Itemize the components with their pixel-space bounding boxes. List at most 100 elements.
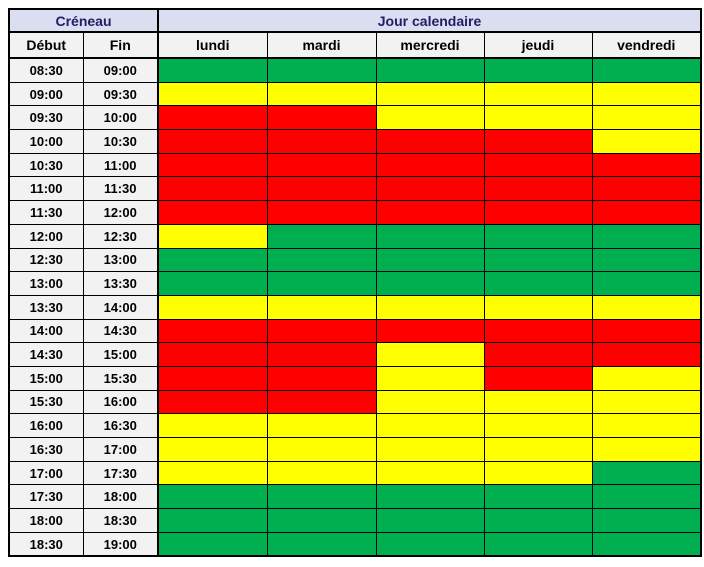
slot-cell-jeudi[interactable]: [483, 318, 593, 344]
slot-cell-jeudi[interactable]: [483, 223, 593, 249]
slot-cell-vendredi[interactable]: [591, 247, 702, 273]
slot-cell-vendredi[interactable]: [591, 484, 702, 510]
slot-cell-vendredi[interactable]: [591, 413, 702, 438]
slot-cell-lundi[interactable]: [157, 484, 268, 510]
slot-cell-vendredi[interactable]: [591, 129, 702, 154]
slot-cell-lundi[interactable]: [157, 365, 268, 391]
slot-cell-mercredi[interactable]: [375, 365, 485, 391]
slot-cell-mercredi[interactable]: [375, 81, 485, 107]
slot-cell-vendredi[interactable]: [591, 294, 702, 320]
slot-cell-vendredi[interactable]: [591, 200, 702, 225]
slot-cell-jeudi[interactable]: [483, 365, 593, 391]
slot-cell-mardi[interactable]: [266, 342, 377, 367]
slot-cell-lundi[interactable]: [157, 105, 268, 131]
slot-cell-mercredi[interactable]: [375, 437, 485, 462]
slot-cell-lundi[interactable]: [157, 318, 268, 344]
slot-cell-mercredi[interactable]: [375, 152, 485, 178]
slot-cell-lundi[interactable]: [157, 389, 268, 415]
slot-cell-lundi[interactable]: [157, 81, 268, 107]
slot-cell-vendredi[interactable]: [591, 176, 702, 202]
slot-cell-mardi[interactable]: [266, 294, 377, 320]
slot-cell-mercredi[interactable]: [375, 200, 485, 225]
slot-cell-mercredi[interactable]: [375, 247, 485, 273]
slot-cell-jeudi[interactable]: [483, 342, 593, 367]
slot-cell-vendredi[interactable]: [591, 437, 702, 462]
slot-cell-vendredi[interactable]: [591, 57, 702, 83]
slot-cell-jeudi[interactable]: [483, 508, 593, 533]
slot-cell-mardi[interactable]: [266, 484, 377, 510]
slot-cell-vendredi[interactable]: [591, 318, 702, 344]
slot-cell-jeudi[interactable]: [483, 105, 593, 131]
slot-cell-lundi[interactable]: [157, 437, 268, 462]
slot-cell-vendredi[interactable]: [591, 342, 702, 367]
slot-cell-mardi[interactable]: [266, 460, 377, 486]
slot-cell-mercredi[interactable]: [375, 57, 485, 83]
slot-cell-mercredi[interactable]: [375, 129, 485, 154]
slot-cell-vendredi[interactable]: [591, 531, 702, 557]
slot-cell-mercredi[interactable]: [375, 176, 485, 202]
slot-cell-jeudi[interactable]: [483, 129, 593, 154]
slot-cell-mardi[interactable]: [266, 413, 377, 438]
slot-cell-mardi[interactable]: [266, 247, 377, 273]
slot-cell-jeudi[interactable]: [483, 176, 593, 202]
slot-cell-lundi[interactable]: [157, 247, 268, 273]
slot-cell-mardi[interactable]: [266, 389, 377, 415]
slot-cell-mercredi[interactable]: [375, 223, 485, 249]
slot-cell-jeudi[interactable]: [483, 81, 593, 107]
slot-cell-lundi[interactable]: [157, 200, 268, 225]
slot-cell-vendredi[interactable]: [591, 460, 702, 486]
slot-cell-mercredi[interactable]: [375, 105, 485, 131]
slot-cell-mardi[interactable]: [266, 318, 377, 344]
slot-cell-lundi[interactable]: [157, 531, 268, 557]
slot-cell-lundi[interactable]: [157, 223, 268, 249]
slot-cell-lundi[interactable]: [157, 413, 268, 438]
slot-cell-mardi[interactable]: [266, 57, 377, 83]
slot-cell-mardi[interactable]: [266, 271, 377, 296]
slot-cell-vendredi[interactable]: [591, 508, 702, 533]
slot-cell-mercredi[interactable]: [375, 389, 485, 415]
slot-cell-mardi[interactable]: [266, 508, 377, 533]
slot-cell-vendredi[interactable]: [591, 81, 702, 107]
slot-cell-lundi[interactable]: [157, 152, 268, 178]
slot-cell-vendredi[interactable]: [591, 105, 702, 131]
slot-cell-mardi[interactable]: [266, 129, 377, 154]
slot-cell-mardi[interactable]: [266, 81, 377, 107]
slot-cell-jeudi[interactable]: [483, 389, 593, 415]
slot-cell-mardi[interactable]: [266, 152, 377, 178]
slot-cell-jeudi[interactable]: [483, 271, 593, 296]
slot-cell-vendredi[interactable]: [591, 365, 702, 391]
slot-cell-jeudi[interactable]: [483, 57, 593, 83]
slot-cell-vendredi[interactable]: [591, 152, 702, 178]
slot-cell-mercredi[interactable]: [375, 460, 485, 486]
slot-cell-lundi[interactable]: [157, 271, 268, 296]
slot-cell-mardi[interactable]: [266, 176, 377, 202]
slot-cell-vendredi[interactable]: [591, 389, 702, 415]
slot-cell-mercredi[interactable]: [375, 342, 485, 367]
slot-cell-jeudi[interactable]: [483, 247, 593, 273]
slot-cell-jeudi[interactable]: [483, 437, 593, 462]
slot-cell-mercredi[interactable]: [375, 318, 485, 344]
slot-cell-jeudi[interactable]: [483, 531, 593, 557]
slot-cell-jeudi[interactable]: [483, 413, 593, 438]
slot-cell-mardi[interactable]: [266, 437, 377, 462]
slot-cell-mardi[interactable]: [266, 365, 377, 391]
slot-cell-mercredi[interactable]: [375, 413, 485, 438]
slot-cell-mercredi[interactable]: [375, 294, 485, 320]
slot-cell-lundi[interactable]: [157, 342, 268, 367]
slot-cell-lundi[interactable]: [157, 57, 268, 83]
slot-cell-jeudi[interactable]: [483, 200, 593, 225]
slot-cell-mardi[interactable]: [266, 105, 377, 131]
slot-cell-lundi[interactable]: [157, 508, 268, 533]
slot-cell-mercredi[interactable]: [375, 508, 485, 533]
slot-cell-vendredi[interactable]: [591, 271, 702, 296]
slot-cell-vendredi[interactable]: [591, 223, 702, 249]
slot-cell-jeudi[interactable]: [483, 152, 593, 178]
slot-cell-lundi[interactable]: [157, 294, 268, 320]
slot-cell-jeudi[interactable]: [483, 460, 593, 486]
slot-cell-mercredi[interactable]: [375, 271, 485, 296]
slot-cell-lundi[interactable]: [157, 460, 268, 486]
slot-cell-lundi[interactable]: [157, 176, 268, 202]
slot-cell-jeudi[interactable]: [483, 294, 593, 320]
slot-cell-jeudi[interactable]: [483, 484, 593, 510]
slot-cell-mercredi[interactable]: [375, 484, 485, 510]
